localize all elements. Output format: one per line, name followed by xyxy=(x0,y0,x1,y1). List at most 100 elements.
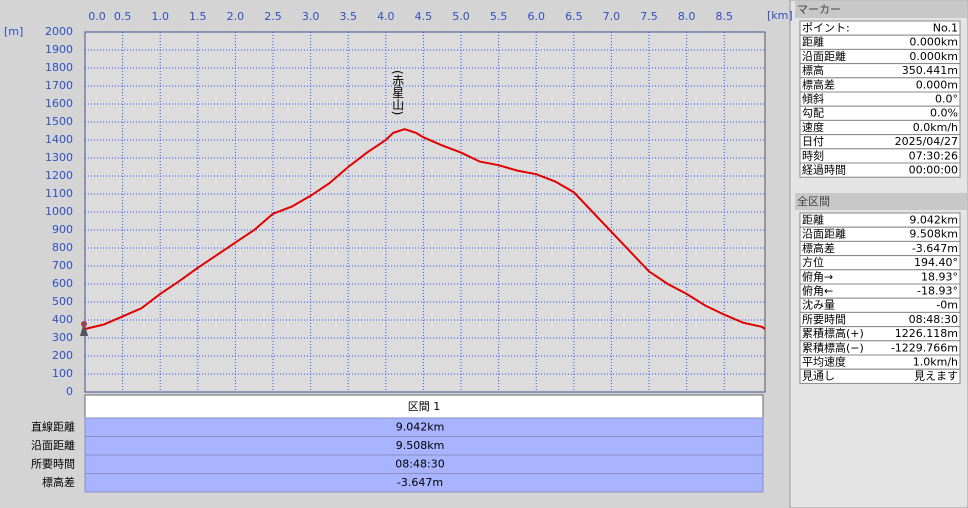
y-tick-label: 900 xyxy=(52,223,73,236)
x-tick-label: 6.0 xyxy=(527,10,545,23)
section-label: 沿面距離 xyxy=(31,438,75,452)
y-tick-label: 1400 xyxy=(45,133,73,146)
panel-row xyxy=(799,162,961,178)
panel-value: No.1 xyxy=(933,22,958,35)
y-tick-label: 0 xyxy=(66,385,73,398)
panel-label: 日付 xyxy=(802,135,824,148)
x-tick-label: 7.0 xyxy=(603,10,621,23)
x-tick-label: 2.0 xyxy=(227,10,245,23)
section-title: 区間 1 xyxy=(408,400,441,413)
x-tick-label: 5.0 xyxy=(452,10,470,23)
y-tick-label: 500 xyxy=(52,295,73,308)
panel-value: 08:48:30 xyxy=(909,313,958,326)
panel-label: 距離 xyxy=(802,35,824,49)
panel-label: 平均速度 xyxy=(802,355,846,369)
panel-value: 0.000m xyxy=(916,78,958,91)
panel-value: 0.0° xyxy=(935,93,958,106)
x-tick-label: 0.5 xyxy=(114,10,132,23)
panel-value: -1229.766m xyxy=(891,341,958,354)
y-tick-label: 400 xyxy=(52,313,73,326)
panel-value: 18.93° xyxy=(921,270,958,283)
panel-value: 1226.118m xyxy=(895,327,958,340)
x-tick-label: 8.0 xyxy=(678,10,696,23)
panel-row xyxy=(799,368,961,384)
x-tick-label: 4.0 xyxy=(377,10,395,23)
y-tick-label: 2000 xyxy=(45,25,73,38)
section-label: 標高差 xyxy=(42,475,75,489)
panel-label: 経過時間 xyxy=(802,164,846,177)
y-tick-label: 1000 xyxy=(45,205,73,218)
y-tick-label: 1800 xyxy=(45,61,73,74)
x-tick-label: 7.5 xyxy=(640,10,658,23)
section-label: 直線距離 xyxy=(31,420,75,434)
panel-label: 標高 xyxy=(802,63,824,77)
panel-label: ポイント: xyxy=(802,22,850,35)
panel-label: 方位 xyxy=(802,255,824,269)
y-tick-label: 100 xyxy=(52,367,73,380)
x-tick-label: 3.5 xyxy=(339,10,357,23)
panel-value: 350.441m xyxy=(902,64,958,77)
y-axis-label: [m] xyxy=(4,25,23,38)
section-value: 9.042km xyxy=(396,421,445,434)
section-label: 所要時間 xyxy=(31,458,75,471)
x-tick-label: 4.5 xyxy=(415,10,433,23)
x-axis-label: [km] xyxy=(767,9,793,22)
total-header xyxy=(795,193,967,210)
y-tick-label: 1200 xyxy=(45,169,73,182)
section-row xyxy=(84,473,764,493)
panel-value: 0.0% xyxy=(930,107,958,120)
panel-value: 2025/04/27 xyxy=(895,135,958,148)
panel-value: 0.000km xyxy=(909,36,958,49)
panel-label: 時刻 xyxy=(802,148,824,162)
x-tick-label: 3.0 xyxy=(302,10,320,23)
y-tick-label: 1300 xyxy=(45,151,73,164)
marker-header xyxy=(795,1,967,18)
panel-label: 沿面距離 xyxy=(802,49,846,63)
panel-label: 沈み量 xyxy=(802,298,835,312)
total-title: 全区間 xyxy=(797,194,830,208)
panel-value: -3.647m xyxy=(912,242,958,255)
peak-annotation: (赤星山) xyxy=(391,70,405,115)
section-value: 08:48:30 xyxy=(395,458,444,471)
panel-label: 標高差 xyxy=(802,241,835,255)
panel-label: 俯角← xyxy=(802,284,833,298)
panel-label: 見通し xyxy=(802,370,835,383)
y-tick-label: 1500 xyxy=(45,115,73,128)
panel-label: 標高差 xyxy=(802,77,835,91)
panel-label: 速度 xyxy=(802,120,824,134)
x-tick-label: 6.5 xyxy=(565,10,583,23)
panel-value: 00:00:00 xyxy=(909,164,958,177)
panel-value: 07:30:26 xyxy=(909,149,958,162)
x-tick-label: 2.5 xyxy=(264,10,282,23)
panel-label: 俯角→ xyxy=(802,269,833,283)
panel-label: 累積標高(−) xyxy=(802,340,864,354)
panel-label: 所要時間 xyxy=(802,313,846,326)
panel-label: 沿面距離 xyxy=(802,227,846,241)
x-tick-label: 0.0 xyxy=(88,10,106,23)
panel-label: 距離 xyxy=(802,213,824,227)
panel-value: 9.042km xyxy=(909,214,958,227)
marker-icon xyxy=(80,321,88,336)
panel-label: 累積標高(+) xyxy=(802,326,864,340)
panel-value: 1.0km/h xyxy=(913,356,958,369)
panel-value: 0.0km/h xyxy=(913,121,958,134)
x-tick-label: 8.5 xyxy=(715,10,733,23)
panel-value: 見えます xyxy=(914,370,958,383)
y-tick-label: 1700 xyxy=(45,79,73,92)
y-tick-label: 300 xyxy=(52,331,73,344)
y-tick-label: 700 xyxy=(52,259,73,272)
y-tick-label: 1100 xyxy=(45,187,73,200)
section-value: 9.508km xyxy=(396,439,445,452)
x-tick-label: 1.5 xyxy=(189,10,207,23)
x-tick-label: 5.5 xyxy=(490,10,508,23)
panel-label: 勾配 xyxy=(802,107,824,120)
marker-title: マーカー xyxy=(797,3,841,16)
panel-value: 194.40° xyxy=(914,256,958,269)
section-value: -3.647m xyxy=(397,476,443,489)
profile-line xyxy=(84,128,766,330)
panel-value: -18.93° xyxy=(917,285,958,298)
x-tick-label: 1.0 xyxy=(151,10,169,23)
y-tick-label: 800 xyxy=(52,241,73,254)
panel-value: -0m xyxy=(936,299,958,312)
